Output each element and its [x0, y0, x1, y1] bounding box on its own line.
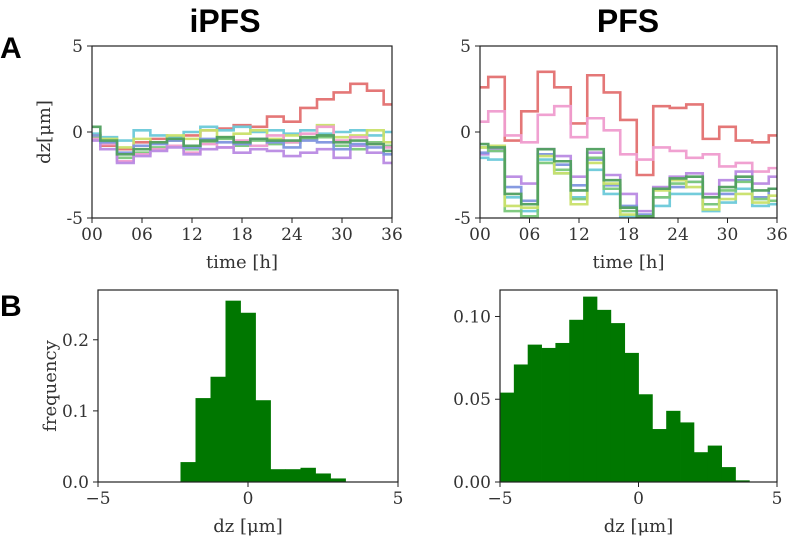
- pfs-histogram-plot: −5 0 5 0.00 0.05 0.10 dz [μm]: [453, 289, 783, 537]
- x-tick-label: 12: [181, 225, 203, 245]
- y-tick-label: 0.10: [453, 307, 491, 327]
- series-line-blue: [92, 134, 392, 156]
- x-tick-label: 06: [519, 225, 541, 245]
- histogram-bar: [583, 296, 598, 482]
- histogram-bar: [693, 452, 709, 482]
- histogram-bar: [527, 344, 542, 482]
- x-tick-label: 36: [766, 225, 788, 245]
- histogram-bar: [240, 312, 256, 482]
- series-line-red: [92, 82, 392, 151]
- x-tick-label: 18: [618, 225, 640, 245]
- x-tick-label: 0: [633, 489, 644, 509]
- y-tick-label: -5: [66, 209, 83, 229]
- plot-data: [180, 300, 346, 482]
- series-line-darkgreen: [480, 142, 777, 218]
- x-tick-label: 5: [772, 489, 783, 509]
- series-line-yellowgreen: [92, 123, 392, 149]
- x-tick-label: −5: [487, 489, 512, 509]
- col-title-ipfs: iPFS: [189, 3, 260, 39]
- y-tick-label: -5: [454, 209, 471, 229]
- series-line-green: [480, 146, 777, 218]
- y-tick-label: 5: [72, 37, 83, 57]
- panel-label-a: A: [0, 32, 22, 65]
- series-line-darkgreen: [92, 125, 392, 156]
- series-line-purple: [92, 139, 392, 165]
- y-tick-label: 0.1: [62, 402, 89, 422]
- ipfs-timeseries-plot: 00 06 12 18 24 30 36 -5 0 5 time [h] dz[μm]: [34, 37, 403, 273]
- histogram-bar: [285, 469, 301, 482]
- x-tick-label: 00: [469, 225, 491, 245]
- y-tick-label: 0.00: [453, 473, 491, 493]
- series-line-blue: [480, 149, 777, 216]
- x-tick-label: 0: [243, 489, 254, 509]
- y-tick-label: 0.0: [62, 473, 89, 493]
- histogram-bar: [707, 445, 722, 482]
- y-tick-label: 0: [72, 123, 83, 143]
- series-line-pink: [92, 125, 392, 163]
- y-tick-label: 0.05: [453, 390, 491, 410]
- col-title-pfs: PFS: [597, 3, 659, 39]
- histogram-bar: [638, 394, 653, 482]
- plot-data: [92, 82, 392, 165]
- histogram-bar: [225, 300, 241, 482]
- series-line-cyan: [480, 156, 777, 218]
- pfs-timeseries-plot: 00 06 12 18 24 30 36 -5 0 5 time [h]: [454, 37, 787, 273]
- histogram-bar: [652, 429, 667, 482]
- x-tick-label: 00: [81, 225, 103, 245]
- x-axis-label: time [h]: [592, 252, 664, 273]
- x-axis-label: dz [μm]: [213, 516, 283, 537]
- series-line-pink: [480, 104, 777, 173]
- histogram-bar: [300, 467, 316, 482]
- histogram-bar: [624, 352, 639, 482]
- series-line-red: [480, 70, 777, 177]
- x-tick-label: 06: [131, 225, 153, 245]
- x-tick-label: 30: [717, 225, 739, 245]
- y-axis-label: frequency: [40, 339, 61, 431]
- y-axis-label: dz[μm]: [34, 100, 55, 164]
- histogram-bar: [270, 469, 286, 482]
- x-tick-label: 30: [331, 225, 353, 245]
- histogram-bar: [555, 342, 570, 482]
- histogram-bar: [610, 323, 626, 482]
- y-tick-label: 0.2: [62, 331, 89, 351]
- x-tick-label: 5: [393, 489, 404, 509]
- histogram-bar: [666, 410, 681, 482]
- axes-frame: [479, 45, 778, 219]
- x-tick-label: −5: [85, 489, 110, 509]
- x-tick-label: 36: [381, 225, 403, 245]
- series-line-purple: [480, 147, 777, 213]
- histogram-bar: [735, 480, 750, 482]
- x-tick-label: 18: [231, 225, 253, 245]
- series-line-cyan: [92, 125, 392, 142]
- histogram-bar: [255, 400, 271, 482]
- histogram-bar: [721, 467, 736, 482]
- histogram-bar: [210, 376, 226, 482]
- histogram-bar: [315, 473, 331, 482]
- x-axis-label: dz [μm]: [604, 516, 674, 537]
- plot-data: [500, 296, 750, 482]
- x-tick-label: 24: [281, 225, 303, 245]
- series-line-yellowgreen: [480, 144, 777, 218]
- panel-label-b: B: [0, 290, 22, 323]
- plot-data: [480, 70, 777, 218]
- histogram-bar: [541, 347, 556, 482]
- histogram-bar: [500, 392, 515, 482]
- y-tick-label: 5: [460, 37, 471, 57]
- histogram-bar: [195, 398, 211, 482]
- y-tick-label: 0: [460, 123, 471, 143]
- x-tick-label: 24: [667, 225, 689, 245]
- series-line-green: [92, 135, 392, 160]
- x-tick-label: 12: [568, 225, 590, 245]
- histogram-bar: [180, 462, 196, 482]
- histogram-bar: [680, 422, 695, 482]
- x-axis-label: time [h]: [206, 252, 278, 273]
- histogram-bar: [569, 319, 584, 482]
- histogram-bar: [596, 309, 612, 482]
- ipfs-histogram-plot: −5 0 5 0.0 0.1 0.2 dz [μm] frequency: [40, 289, 404, 537]
- histogram-bar: [330, 478, 346, 482]
- histogram-bar: [513, 364, 529, 482]
